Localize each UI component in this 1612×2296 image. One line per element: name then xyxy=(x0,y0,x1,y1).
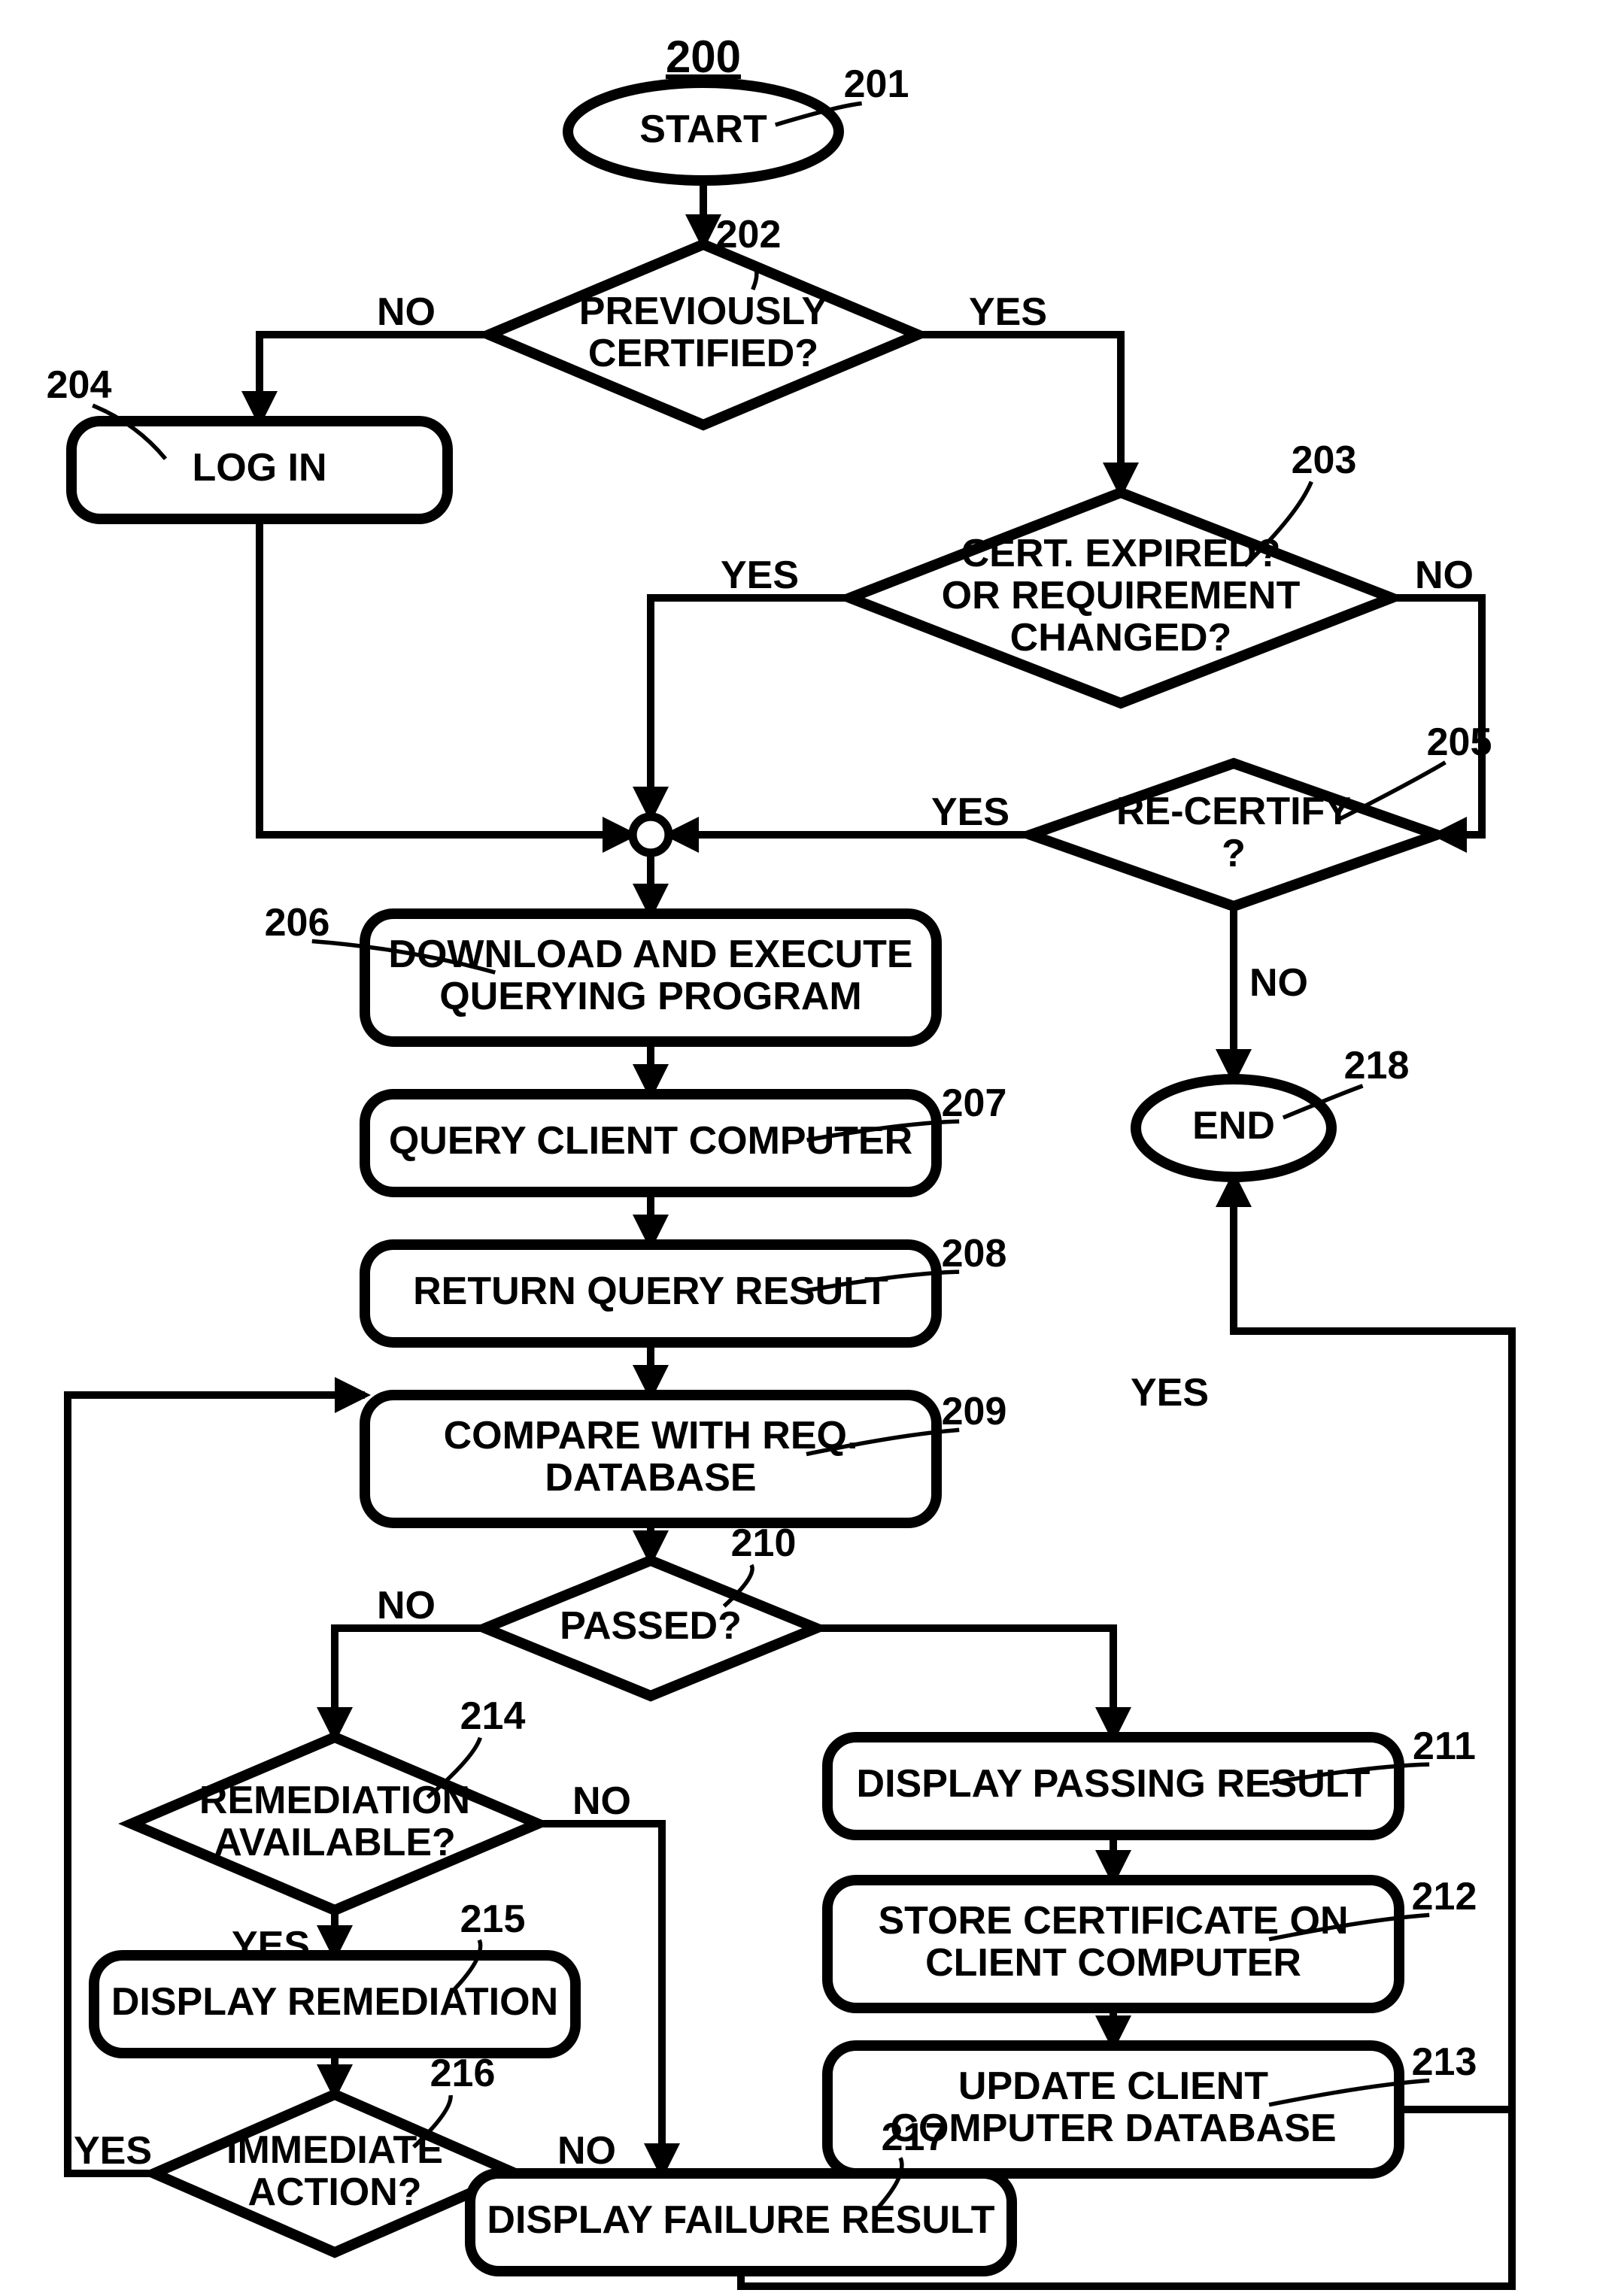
node-ref-n214: 214 xyxy=(460,1694,526,1738)
node-label-n217: DISPLAY FAILURE RESULT xyxy=(487,2198,994,2242)
node-junc xyxy=(633,817,669,853)
node-ref-n204: 204 xyxy=(47,363,112,407)
edge-label-23: YES xyxy=(1131,1371,1209,1415)
node-ref-n201: 201 xyxy=(844,62,909,106)
node-ref-n202: 202 xyxy=(716,213,782,256)
node-ref-n211: 211 xyxy=(1413,1724,1476,1768)
node-label-n202: PREVIOUSLYCERTIFIED? xyxy=(579,290,827,375)
node-label-n208: RETURN QUERY RESULT xyxy=(413,1269,888,1313)
edge-4 xyxy=(651,598,850,817)
node-label-n216: IMMEDIATEACTION? xyxy=(226,2128,443,2214)
node-ref-n218: 218 xyxy=(1344,1044,1410,1087)
node-ref-n217: 217 xyxy=(882,2116,947,2159)
edge-label-2: YES xyxy=(969,290,1047,334)
node-label-n204: LOG IN xyxy=(192,446,326,490)
node-ref-n205: 205 xyxy=(1427,720,1492,764)
edge-label-20: NO xyxy=(557,2129,616,2173)
node-ref-n216: 216 xyxy=(430,2052,496,2095)
edge-label-21: YES xyxy=(74,2129,152,2173)
node-ref-n209: 209 xyxy=(942,1390,1007,1433)
edge-label-5: NO xyxy=(1415,554,1474,597)
node-ref-n206: 206 xyxy=(265,901,330,945)
figure-title: 200 xyxy=(666,32,741,82)
node-ref-n213: 213 xyxy=(1412,2040,1477,2084)
node-label-n212: STORE CERTIFICATE ONCLIENT COMPUTER xyxy=(879,1899,1349,1985)
node-label-n206: DOWNLOAD AND EXECUTEQUERYING PROGRAM xyxy=(388,933,912,1018)
edge-1 xyxy=(260,335,489,421)
node-ref-n210: 210 xyxy=(731,1521,797,1565)
edge-label-13: NO xyxy=(377,1584,436,1627)
edge-5 xyxy=(1392,598,1482,835)
node-label-n218: END xyxy=(1192,1104,1275,1148)
node-ref-n203: 203 xyxy=(1292,438,1357,482)
node-label-n211: DISPLAY PASSING RESULT xyxy=(857,1762,1371,1806)
edge-label-4: YES xyxy=(721,554,799,597)
edge-3 xyxy=(260,519,633,835)
node-label-n207: QUERY CLIENT COMPUTER xyxy=(389,1119,912,1163)
node-ref-n215: 215 xyxy=(460,1897,526,1941)
node-ref-n207: 207 xyxy=(942,1081,1007,1125)
node-label-n210: PASSED? xyxy=(560,1604,742,1648)
edge-label-18: NO xyxy=(572,1779,631,1823)
node-ref-n212: 212 xyxy=(1412,1875,1477,1918)
edge-label-7: NO xyxy=(1249,961,1308,1005)
edge-2 xyxy=(918,335,1121,493)
node-ref-n208: 208 xyxy=(942,1232,1007,1275)
edge-label-1: NO xyxy=(377,290,436,334)
edge-label-6: YES xyxy=(931,790,1009,834)
node-label-n214: REMEDIATIONAVAILABLE? xyxy=(199,1779,470,1864)
node-label-n201: START xyxy=(639,108,767,151)
node-label-n215: DISPLAY REMEDIATION xyxy=(111,1980,558,2024)
edge-14 xyxy=(816,1628,1113,1737)
